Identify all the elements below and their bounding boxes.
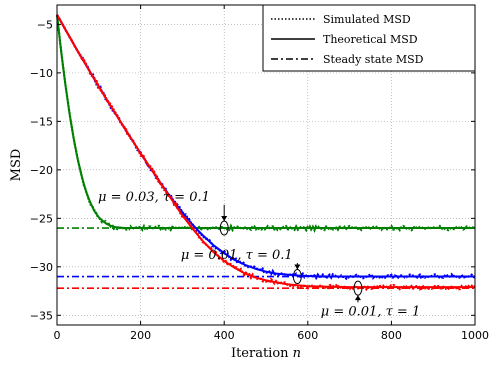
legend-label: Theoretical MSD <box>323 33 418 46</box>
x-tick-label: 1000 <box>461 329 489 342</box>
x-axis-label: Iteration n <box>231 346 301 361</box>
y-tick-label: −30 <box>30 261 53 274</box>
annotation-arrowhead <box>221 216 228 222</box>
y-tick-label: −15 <box>30 115 53 128</box>
y-tick-label: −20 <box>30 164 53 177</box>
simulated-msd-curve <box>56 14 476 292</box>
x-axis-label-text: Iteration <box>231 346 293 361</box>
annotations: μ = 0.03, τ = 0.1 μ = 0.01, τ = 0.1 μ = 0.… <box>98 190 420 319</box>
legend-box <box>262 4 476 72</box>
legend: Simulated MSD Theoretical MSD Steady state… <box>262 4 476 72</box>
annotation-arrowhead <box>294 264 301 270</box>
annotation-label: μ = 0.01, τ = 0.1 <box>181 248 293 263</box>
y-tick-label: −10 <box>30 67 53 80</box>
axis-ticks: 0 200 400 600 800 1000 −35 −30 −25 −20 −15 −10 −5 <box>30 5 489 342</box>
x-tick-label: 200 <box>130 329 151 342</box>
x-axis-label-var: n <box>293 346 301 361</box>
legend-label: Steady state MSD <box>323 53 424 66</box>
series-lines <box>55 14 476 292</box>
y-axis-label: MSD <box>9 149 24 182</box>
theoretical-msd-curve <box>56 14 475 289</box>
simulated-msd-curve <box>55 14 476 233</box>
y-tick-label: −25 <box>30 212 53 225</box>
y-tick-label: −5 <box>37 18 53 31</box>
x-tick-label: 400 <box>214 329 235 342</box>
annotation-arrowhead <box>354 295 361 301</box>
x-tick-label: 800 <box>381 329 402 342</box>
x-tick-label: 0 <box>54 329 61 342</box>
y-tick-label: −35 <box>30 309 53 322</box>
legend-label: Simulated MSD <box>323 13 411 26</box>
annotation-label: μ = 0.01, τ = 1 <box>321 304 420 319</box>
theoretical-msd-curve <box>56 14 475 230</box>
x-tick-label: 600 <box>297 329 318 342</box>
annotation-label: μ = 0.03, τ = 0.1 <box>98 190 210 205</box>
grid-lines <box>56 5 476 325</box>
